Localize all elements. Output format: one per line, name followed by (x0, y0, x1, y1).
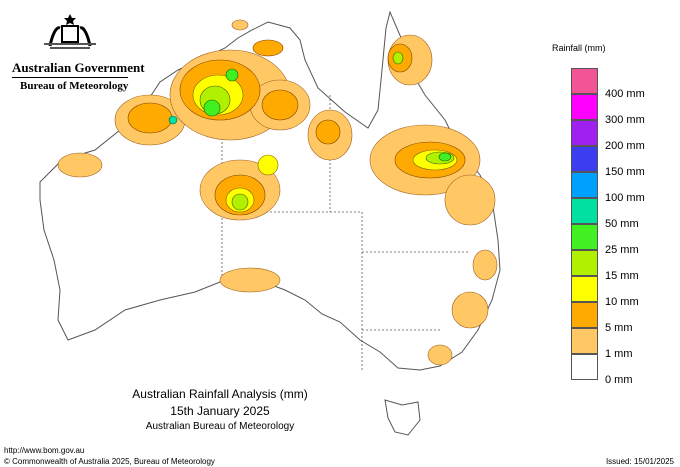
map-agency: Australian Bureau of Meteorology (145, 421, 295, 432)
legend-label: 10 mm (605, 296, 639, 308)
coat-of-arms-logo (40, 12, 100, 54)
legend-label: 400 mm (605, 88, 645, 100)
legend-label: 5 mm (605, 322, 633, 334)
legend-swatch (571, 146, 598, 172)
map-title: Australian Rainfall Analysis (mm) (132, 387, 308, 401)
legend-label: 25 mm (605, 244, 639, 256)
footer-copyright: © Commonwealth of Australia 2025, Bureau… (4, 457, 215, 466)
bureau-name: Bureau of Meteorology (20, 80, 129, 92)
legend-label: 50 mm (605, 218, 639, 230)
legend-label: 1 mm (605, 348, 633, 360)
legend-swatch (571, 120, 598, 146)
header-divider (12, 77, 128, 78)
tasmania (384, 399, 421, 436)
legend-label: 150 mm (605, 166, 645, 178)
legend-swatch (571, 198, 598, 224)
legend-label: 100 mm (605, 192, 645, 204)
legend-label: 300 mm (605, 114, 645, 126)
footer-url[interactable]: http://www.bom.gov.au (4, 446, 85, 455)
legend-swatch (571, 224, 598, 250)
legend-label: 0 mm (605, 374, 633, 386)
legend-title: Rainfall (mm) (552, 43, 606, 53)
legend-swatch (571, 172, 598, 198)
legend-swatch (571, 94, 598, 120)
legend-swatch (571, 354, 598, 380)
legend-label: 200 mm (605, 140, 645, 152)
footer-issued: Issued: 15/01/2025 (605, 457, 674, 466)
legend-swatch (571, 302, 598, 328)
legend-label: 15 mm (605, 270, 639, 282)
legend-swatch (571, 328, 598, 354)
legend-swatch (571, 250, 598, 276)
government-name: Australian Government (12, 60, 145, 75)
legend-swatch (571, 276, 598, 302)
rainfall-50mm (168, 115, 178, 125)
legend-swatch (571, 68, 598, 94)
map-date: 15th January 2025 (170, 404, 270, 418)
rainfall-25mm (203, 68, 452, 162)
